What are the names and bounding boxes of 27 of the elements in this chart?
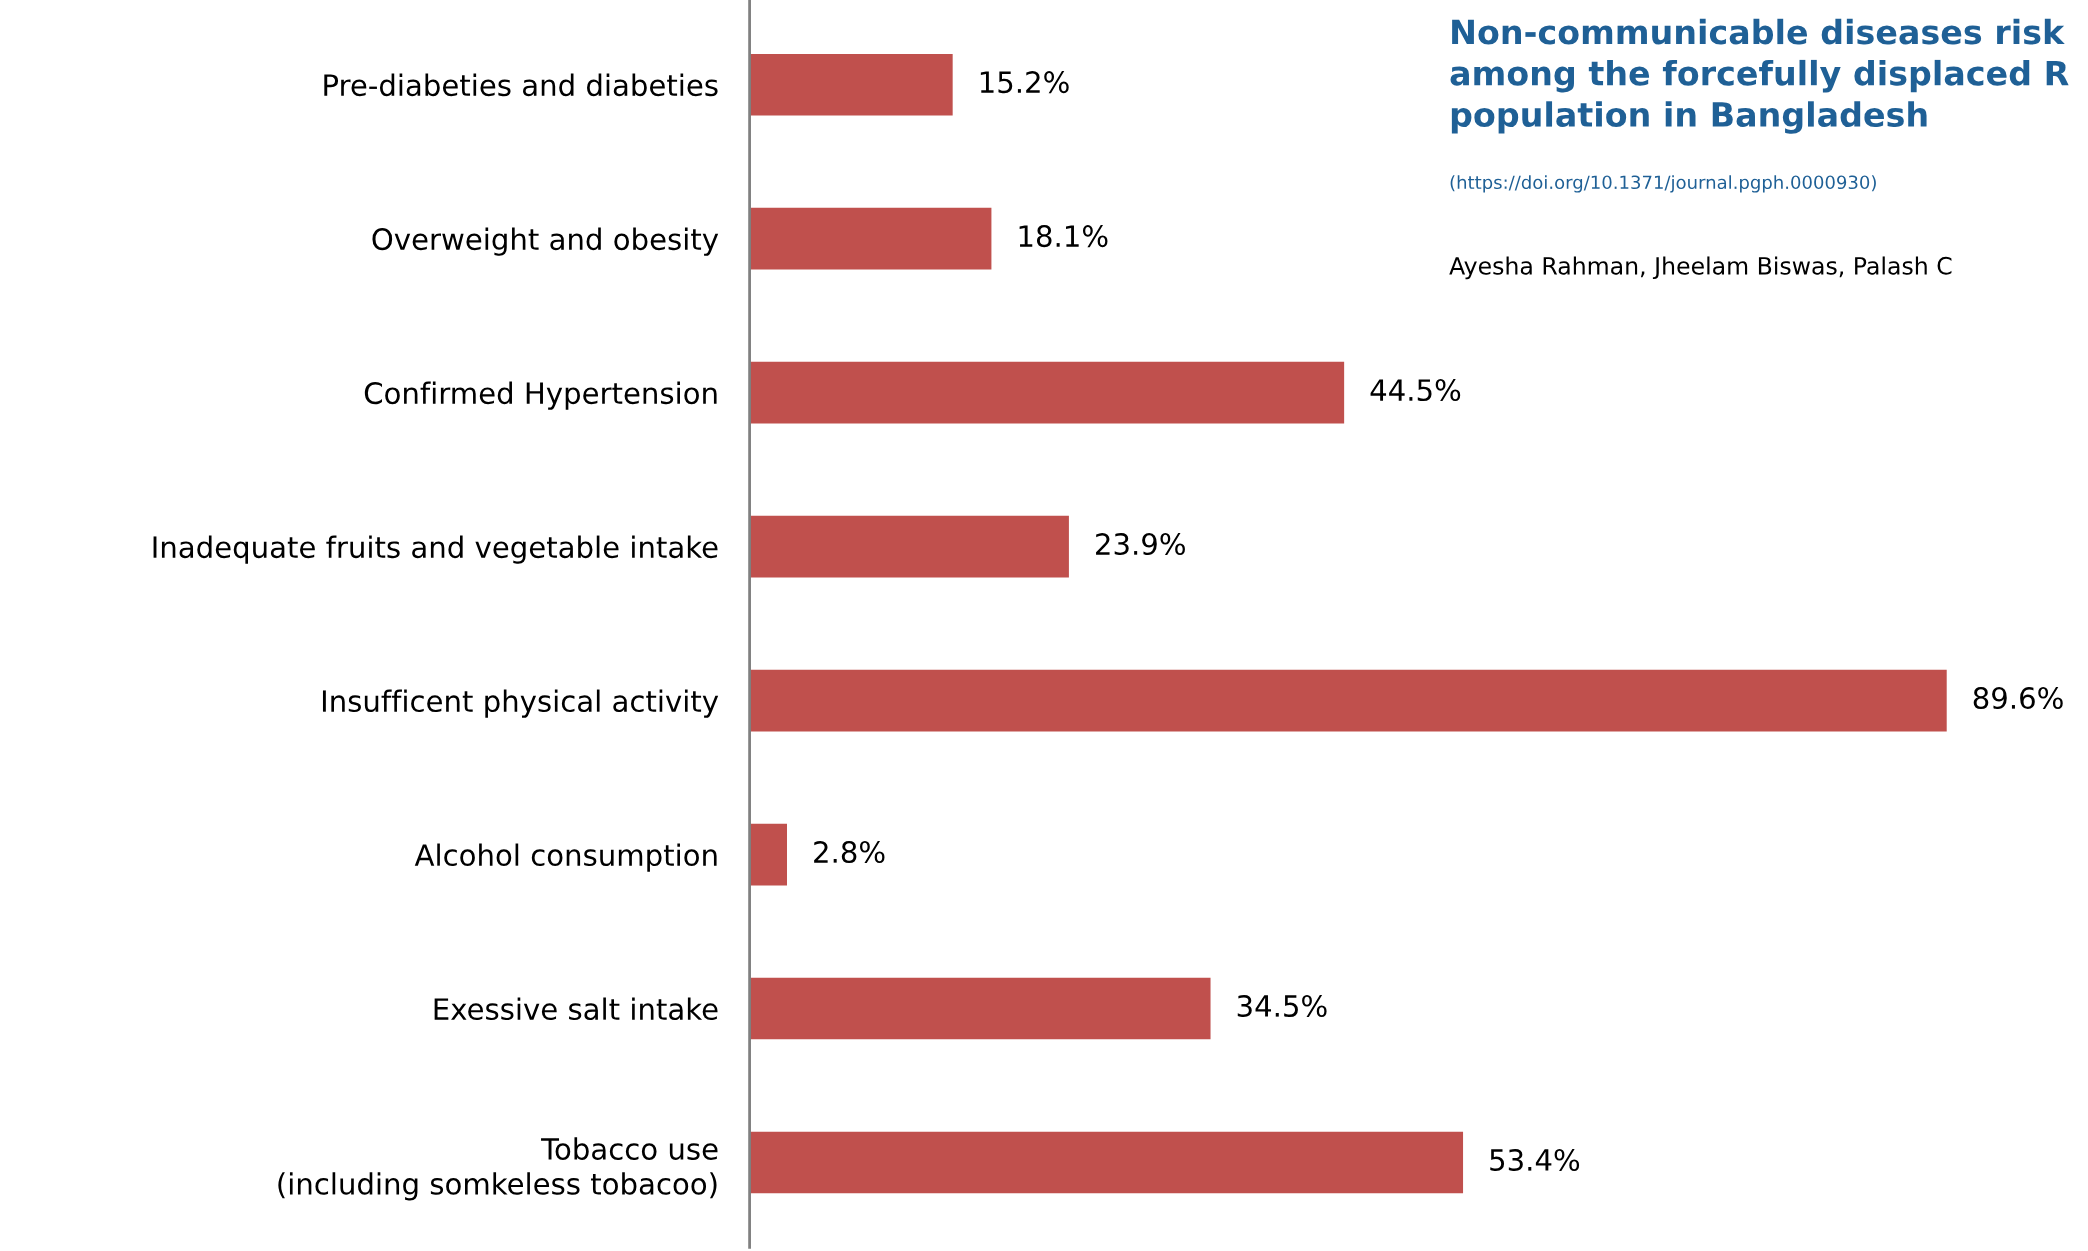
- data-label: 2.8%: [814, 841, 885, 864]
- data-label: 23.9%: [1096, 533, 1185, 556]
- data-label: 18.1%: [1019, 225, 1108, 248]
- data-label: 34.5%: [1237, 994, 1327, 1018]
- data-label: 15.2%: [980, 71, 1069, 94]
- y-tick-label: Overweight and obesity: [372, 227, 719, 256]
- text: (https://doi.org/10.1371/journal.pgph.0000930): [1450, 175, 1876, 193]
- y-tick-label: Insufficent physical activity: [322, 689, 719, 718]
- bar: [749, 1131, 1464, 1194]
- y-tick-label: Alcohol consumption: [414, 843, 717, 872]
- data-label: 53.4%: [1490, 1148, 1580, 1172]
- y-tick-label: Pre-diabeties and diabeties: [324, 73, 718, 97]
- y-tick-label: Confirmed Hypertension: [364, 381, 717, 410]
- annotation: Ayesha Rahman, Jheelam Biswas, Palash C: [1449, 256, 1952, 280]
- bar: [749, 515, 1069, 578]
- y-tick-label: Tobacco use (including somkeless tobacoo): [278, 1137, 718, 1201]
- bar: [749, 53, 953, 116]
- bar: [749, 669, 1947, 732]
- y-tick-label: Exessive salt intake: [434, 997, 718, 1021]
- bar: [749, 361, 1345, 424]
- bar: [749, 207, 992, 270]
- text: Non-communicable diseases risk among the forcefully displaced R population in Bangladesh: [1450, 18, 2069, 134]
- data-label: 89.6%: [1973, 687, 2063, 710]
- bar: [749, 823, 787, 886]
- y-tick-label: Inadequate fruits and vegetable intake: [153, 535, 718, 564]
- data-label: 44.5%: [1370, 379, 1461, 402]
- bar: [749, 977, 1211, 1040]
